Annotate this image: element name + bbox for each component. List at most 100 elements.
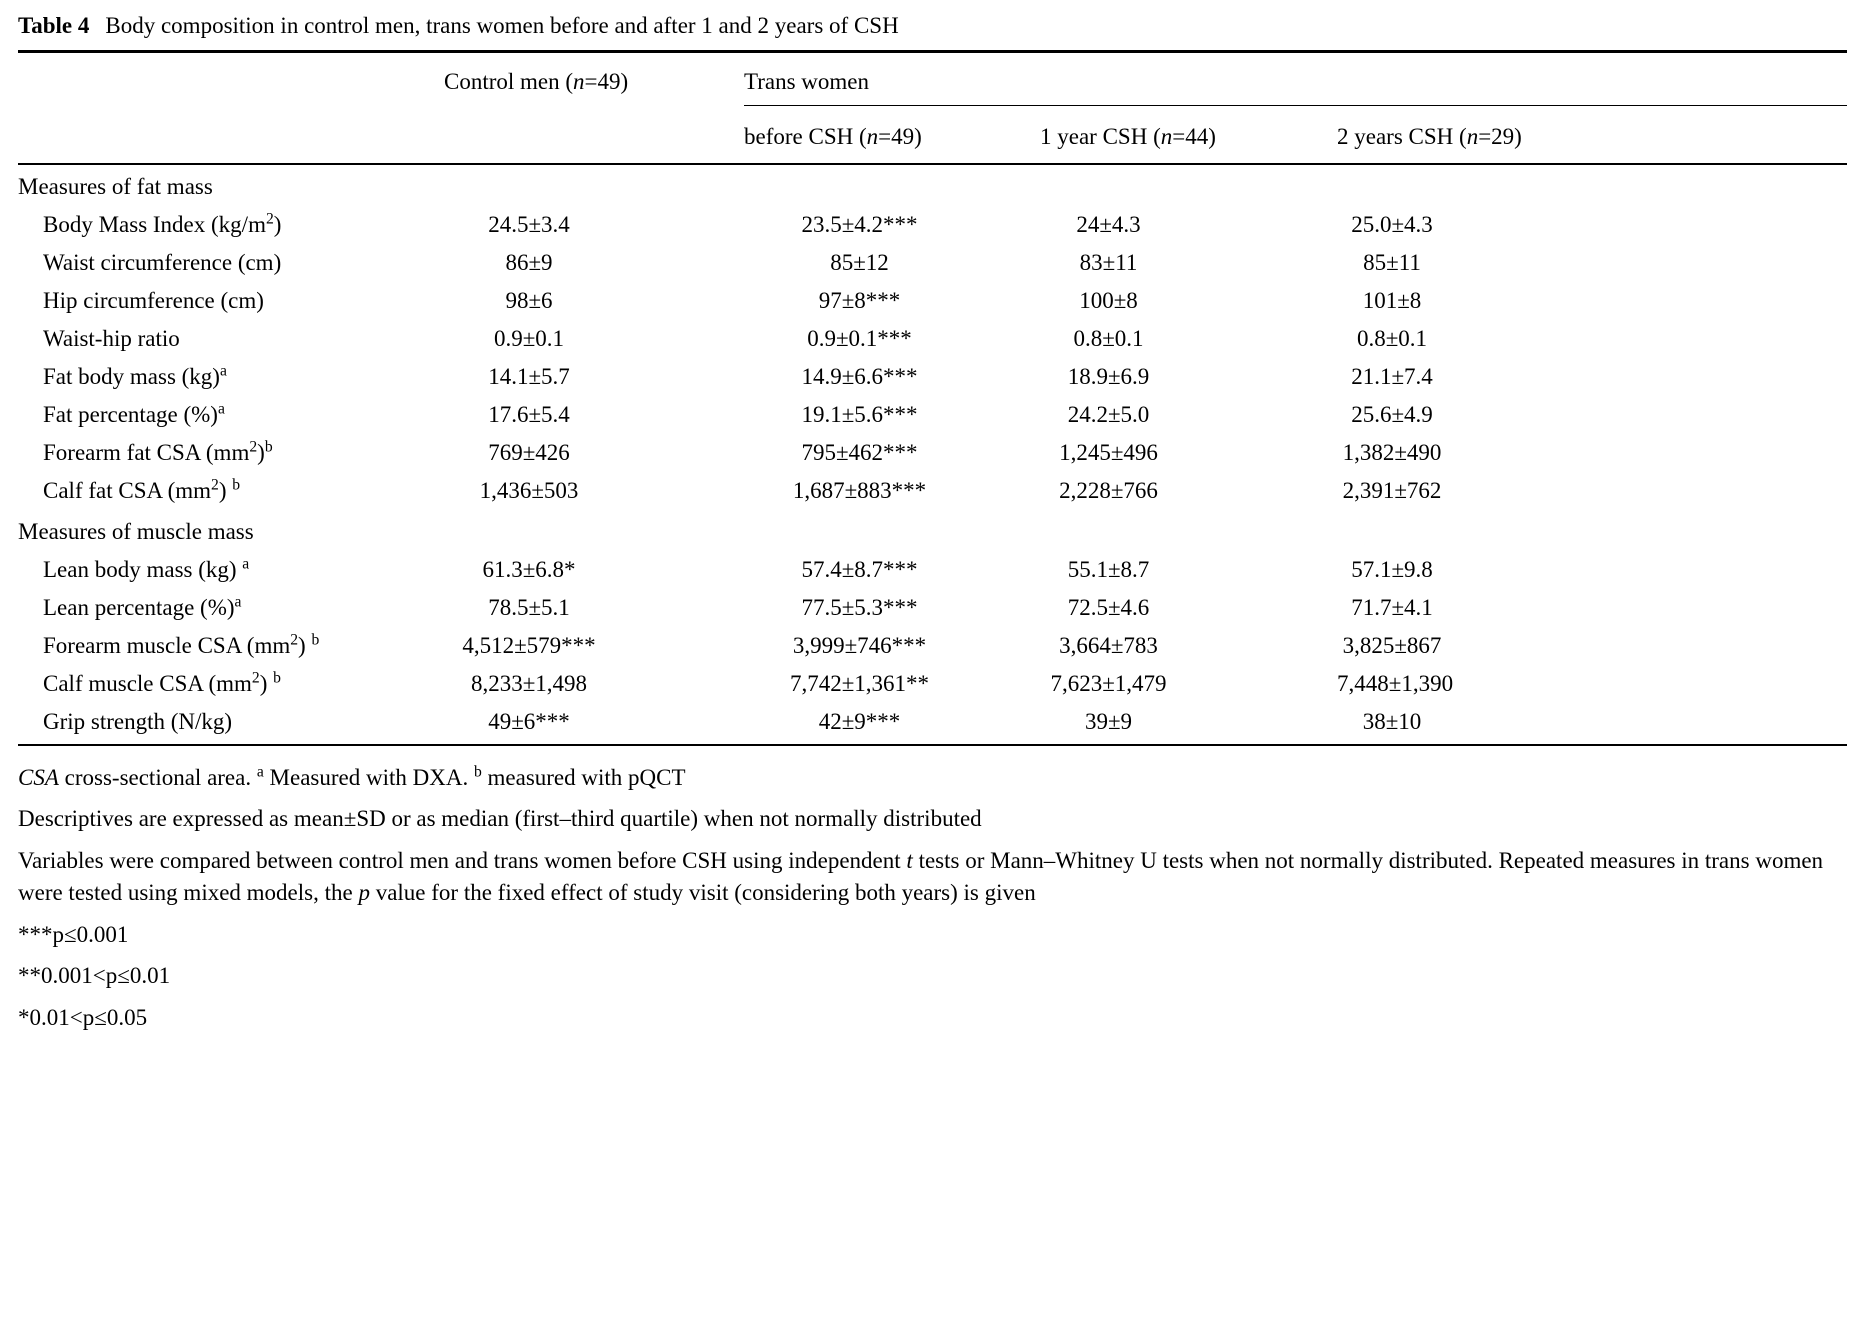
cell-value: 25.0±4.3 — [1351, 211, 1433, 237]
cell-value: 57.1±9.8 — [1351, 556, 1433, 582]
cell-value: 100±8 — [1079, 287, 1138, 313]
row-label: Waist-hip ratio — [43, 325, 180, 351]
stub-header-empty — [18, 105, 444, 165]
header-row-groups: Control men (n=49) Trans women — [18, 51, 1847, 106]
row-label: Fat body mass (kg)a — [43, 362, 227, 389]
section-header-row: Measures of fat mass — [18, 164, 1847, 206]
cell-value: 7,623±1,479 — [1050, 670, 1167, 696]
column-header-1-year-csh: 1 year CSH (n=44) — [1040, 105, 1337, 165]
table-row: Fat body mass (kg)a 14.1±5.7 14.9±6.6*** 18… — [18, 358, 1847, 396]
table-row: Lean percentage (%)a 78.5±5.1 77.5±5.3*** 7… — [18, 589, 1847, 627]
table-row: Fat percentage (%)a 17.6±5.4 19.1±5.6*** 24… — [18, 396, 1847, 434]
cell-value: 769±426 — [488, 439, 570, 465]
cell-value: 61.3±6.8* — [482, 556, 576, 582]
cell-value: 0.8±0.1 — [1073, 325, 1144, 351]
table-row: Forearm muscle CSA (mm2) b 4,512±579*** 3,… — [18, 627, 1847, 665]
cell-value: 3,664±783 — [1059, 632, 1158, 658]
table-header: Control men (n=49) Trans women before CS… — [18, 51, 1847, 165]
table-body: Measures of fat mass Body Mass Index (kg/… — [18, 164, 1847, 745]
cell-value: 39±9 — [1084, 708, 1133, 734]
section-header: Measures of fat mass — [18, 173, 213, 199]
row-label: Grip strength (N/kg) — [43, 708, 233, 734]
row-label: Forearm fat CSA (mm2)b — [43, 438, 273, 465]
cell-value: 18.9±6.9 — [1067, 363, 1150, 389]
cell-value: 85±11 — [1363, 249, 1421, 275]
footnote-pvalue-001: ***p≤0.001 — [18, 921, 129, 947]
cell-value: 72.5±4.6 — [1067, 594, 1150, 620]
column-group-trans-women: Trans women — [744, 51, 1847, 106]
cell-value: 55.1±8.7 — [1067, 556, 1150, 582]
cell-value: 42±9*** — [818, 708, 901, 734]
cell-value: 78.5±5.1 — [488, 594, 570, 620]
cell-value: 101±8 — [1362, 287, 1422, 313]
cell-value: 795±462*** — [801, 439, 918, 465]
footnote-descriptives: Descriptives are expressed as mean±SD or… — [18, 806, 982, 832]
column-header-control-men: Control men (n=49) — [444, 69, 629, 95]
cell-value: 0.9±0.1 — [493, 325, 565, 351]
column-header-2-years-csh: 2 years CSH (n=29) — [1337, 105, 1847, 165]
body-composition-table: Control men (n=49) Trans women before CS… — [18, 49, 1847, 746]
cell-value: 1,382±490 — [1342, 439, 1442, 465]
cell-value: 23.5±4.2*** — [801, 211, 918, 237]
row-label: Calf muscle CSA (mm2) b — [43, 669, 281, 696]
column-header-spacer — [444, 105, 744, 165]
cell-value: 98±6 — [505, 287, 553, 313]
cell-value: 83±11 — [1079, 249, 1138, 275]
cell-value: 0.8±0.1 — [1356, 325, 1428, 351]
table-row: Calf muscle CSA (mm2) b 8,233±1,498 7,742±… — [18, 665, 1847, 703]
cell-value: 97±8*** — [818, 287, 901, 313]
cell-value: 49±6*** — [488, 708, 570, 734]
table-row: Waist-hip ratio 0.9±0.1 0.9±0.1*** 0.8±0.1 0… — [18, 320, 1847, 358]
table-caption: Table 4 Body composition in control men, … — [18, 12, 1847, 41]
footnote-abbreviations: CSA cross-sectional area. a Measured wit… — [18, 763, 686, 790]
cell-value: 8,233±1,498 — [470, 670, 588, 696]
cell-value: 86±9 — [505, 249, 553, 275]
cell-value: 1,436±503 — [479, 477, 579, 503]
table-row: Waist circumference (cm) 86±9 85±12 83±11 85… — [18, 244, 1847, 282]
cell-value: 25.6±4.9 — [1351, 401, 1433, 427]
footnote-statistics: Variables were compared between control … — [18, 848, 1824, 905]
table-row: Lean body mass (kg) a 61.3±6.8* 57.4±8.7**… — [18, 551, 1847, 589]
cell-value: 77.5±5.3*** — [801, 594, 918, 620]
cell-value: 4,512±579*** — [462, 632, 596, 658]
cell-value: 0.9±0.1*** — [807, 325, 912, 351]
cell-value: 17.6±5.4 — [488, 401, 570, 427]
cell-value: 38±10 — [1362, 708, 1422, 734]
cell-value: 14.1±5.7 — [488, 363, 570, 389]
row-label: Lean percentage (%)a — [43, 593, 242, 620]
cell-value: 3,999±746*** — [792, 632, 927, 658]
table-footnotes: CSA cross-sectional area. a Measured wit… — [18, 762, 1847, 1034]
footnote-pvalue-05: *0.01<p≤0.05 — [18, 1005, 148, 1031]
table-row: Body Mass Index (kg/m2) 24.5±3.4 23.5±4.2*… — [18, 206, 1847, 244]
table-row: Calf fat CSA (mm2) b 1,436±503 1,687±883**… — [18, 472, 1847, 510]
section-header-row: Measures of muscle mass — [18, 510, 1847, 551]
cell-value: 24.5±3.4 — [488, 211, 570, 237]
table-number: Table 4 — [18, 13, 90, 38]
stub-header-empty — [18, 51, 444, 105]
row-label: Body Mass Index (kg/m2) — [43, 210, 282, 237]
cell-value: 7,742±1,361** — [789, 670, 930, 696]
column-header-before-csh: before CSH (n=49) — [744, 105, 1040, 165]
cell-value: 2,391±762 — [1342, 477, 1442, 503]
cell-value: 71.7±4.1 — [1351, 594, 1433, 620]
cell-value: 1,687±883*** — [792, 477, 927, 503]
row-label: Forearm muscle CSA (mm2) b — [43, 631, 320, 658]
cell-value: 7,448±1,390 — [1337, 670, 1454, 696]
table-row: Forearm fat CSA (mm2)b 769±426 795±462*** 1… — [18, 434, 1847, 472]
section-header: Measures of muscle mass — [18, 518, 254, 544]
row-label: Lean body mass (kg) a — [43, 555, 250, 582]
paper-table-page: Table 4 Body composition in control men, … — [18, 12, 1847, 1034]
cell-value: 85±12 — [830, 249, 889, 275]
table-title-text: Body composition in control men, trans w… — [105, 13, 899, 38]
cell-value: 14.9±6.6*** — [801, 363, 918, 389]
cell-value: 19.1±5.6*** — [801, 401, 918, 427]
cell-value: 3,825±867 — [1342, 632, 1442, 658]
header-row-subcolumns: before CSH (n=49) 1 year CSH (n=44) 2 ye… — [18, 105, 1847, 165]
row-label: Hip circumference (cm) — [43, 287, 264, 313]
row-label: Waist circumference (cm) — [43, 249, 282, 275]
row-label: Fat percentage (%)a — [43, 400, 225, 427]
cell-value: 57.4±8.7*** — [801, 556, 918, 582]
cell-value: 1,245±496 — [1059, 439, 1158, 465]
footnote-pvalue-01: **0.001<p≤0.01 — [18, 963, 171, 989]
cell-value: 21.1±7.4 — [1351, 363, 1433, 389]
